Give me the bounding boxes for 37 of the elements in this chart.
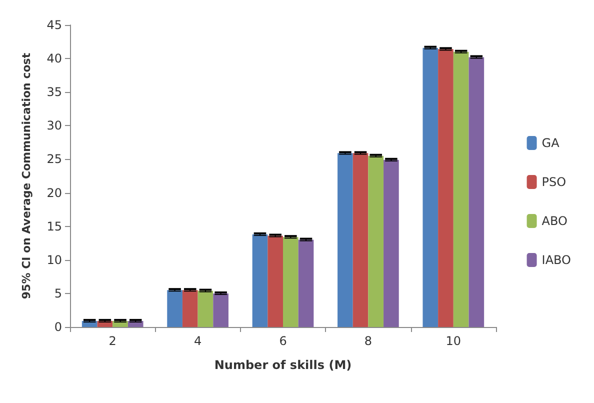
- y-tick-label: 10: [46, 252, 62, 267]
- y-tick-label: 35: [46, 85, 62, 100]
- bar: [167, 290, 182, 327]
- y-tick-label: 40: [46, 52, 62, 66]
- y-axis-title: 95% CI on Average Communication cost: [20, 52, 33, 300]
- bar: [298, 240, 314, 327]
- x-tick-label: 6: [279, 334, 287, 348]
- x-tick-label: 8: [364, 334, 372, 348]
- y-tick-label: 30: [46, 118, 62, 133]
- y-tick-label: 25: [46, 152, 62, 166]
- x-axis-title: Number of skills (M): [214, 358, 352, 372]
- x-tick-label: 4: [194, 334, 202, 348]
- y-tick-label: 20: [46, 186, 62, 200]
- bar: [384, 160, 399, 327]
- bar: [422, 48, 438, 327]
- y-tick-label: 15: [46, 219, 62, 234]
- y-tick-label: 45: [46, 18, 62, 32]
- legend-label: ABO: [542, 214, 568, 228]
- x-tick-label: 2: [108, 334, 116, 348]
- bar: [283, 237, 298, 327]
- bar: [453, 52, 469, 327]
- bar: [268, 236, 283, 327]
- bar: [368, 156, 384, 327]
- bar: [182, 290, 198, 327]
- legend-label: PSO: [542, 175, 566, 189]
- legend-label: IABO: [542, 253, 572, 267]
- x-tick-label: 10: [446, 334, 462, 348]
- bar: [252, 234, 268, 327]
- y-tick-label: 5: [54, 286, 62, 300]
- bar: [198, 290, 214, 327]
- bar: [352, 153, 368, 327]
- bar: [338, 153, 353, 327]
- bar: [468, 57, 484, 327]
- bar: [213, 293, 228, 327]
- y-tick-label: 0: [54, 320, 62, 334]
- bar: [438, 49, 454, 327]
- legend-label: GA: [542, 136, 560, 150]
